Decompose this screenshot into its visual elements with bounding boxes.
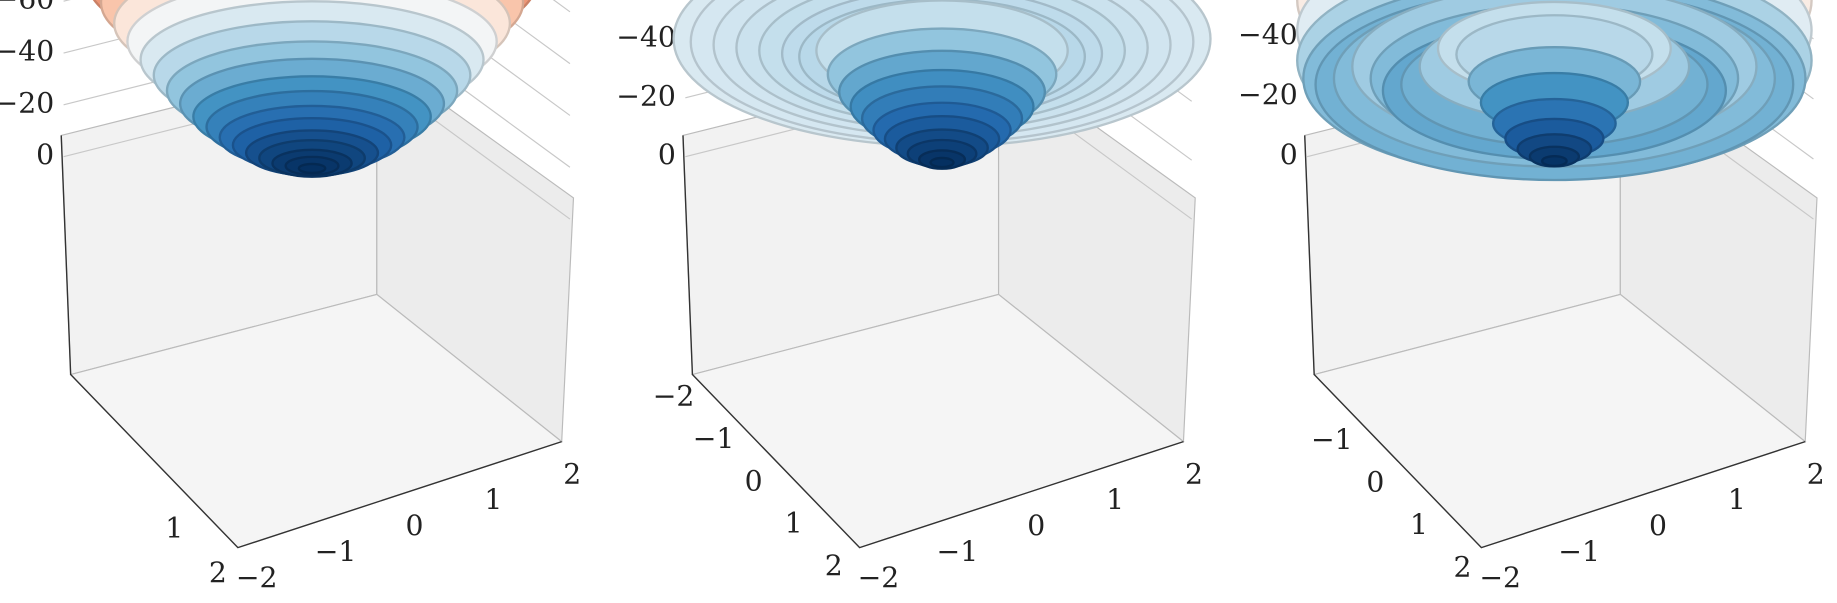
y-tick-label: 2	[1185, 457, 1203, 490]
y-tick-label: −1	[1558, 535, 1600, 568]
x-tick-label: 1	[785, 507, 803, 540]
z-tick-label: −60	[0, 0, 54, 16]
x-tick-label: 0	[745, 464, 763, 497]
z-tick-label: −40	[616, 20, 676, 53]
y-tick-label: 2	[563, 457, 581, 490]
x-tick-label: 2	[825, 549, 843, 582]
z-tick-label: 0	[1280, 138, 1298, 171]
x-tick-label: 0	[1366, 466, 1384, 499]
x-tick-label: 2	[1454, 550, 1472, 583]
y-tick-label: −1	[937, 535, 979, 568]
y-tick-label: −2	[858, 561, 900, 594]
z-tick-label: −40	[0, 35, 54, 68]
axis-line	[60, 135, 562, 549]
y-tick-label: 1	[1728, 483, 1746, 516]
z-tick-label: 0	[36, 138, 54, 171]
y-tick-label: 1	[484, 483, 502, 516]
y-tick-label: 2	[1807, 457, 1825, 490]
y-tick-label: 0	[406, 509, 424, 542]
x-tick-label: 1	[165, 511, 183, 544]
x-tick-label: −1	[1311, 423, 1353, 456]
x-tick-label: 1	[1410, 508, 1428, 541]
axis-line	[682, 135, 1184, 549]
y-tick-label: 0	[1649, 509, 1667, 542]
axis-line	[1304, 135, 1806, 549]
y-tick-label: −2	[1479, 561, 1521, 594]
ring-points	[929, 156, 955, 169]
y-tick-label: 0	[1027, 509, 1045, 542]
y-tick-label: 1	[1106, 483, 1124, 516]
ring-points	[1540, 154, 1568, 168]
x-tick-label: −2	[653, 380, 695, 413]
x-tick-label: −1	[693, 422, 735, 455]
y-tick-label: −1	[315, 535, 357, 568]
z-tick-label: −40	[1238, 18, 1298, 51]
z-tick-label: −20	[1238, 78, 1298, 111]
y-tick-label: −2	[236, 561, 278, 594]
z-tick-label: 0	[658, 138, 676, 171]
z-tick-label: −20	[616, 79, 676, 112]
x-tick-label: 2	[209, 556, 227, 589]
ring-points	[297, 162, 327, 175]
z-tick-label: −20	[0, 86, 54, 119]
